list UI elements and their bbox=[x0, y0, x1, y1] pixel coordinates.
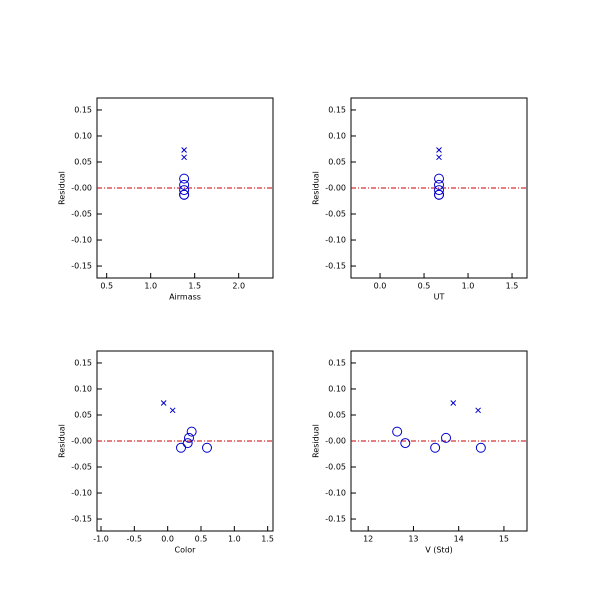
point bbox=[441, 432, 452, 443]
point bbox=[475, 442, 486, 453]
x-axis-title: V (Std) bbox=[425, 546, 453, 555]
x-tick-label: 2.0 bbox=[232, 282, 245, 291]
x-tick-label: -0.5 bbox=[127, 535, 143, 544]
y-tick-label: -0.15 bbox=[325, 262, 346, 271]
point bbox=[179, 179, 190, 190]
point bbox=[181, 147, 187, 153]
y-tick-label: -0.00 bbox=[325, 184, 346, 193]
y-tick-label: -0.05 bbox=[71, 463, 92, 472]
y-tick-label: -0.15 bbox=[325, 515, 346, 524]
point bbox=[169, 407, 176, 414]
y-tick-label: -0.05 bbox=[71, 210, 92, 219]
y-tick-label: 0.15 bbox=[328, 105, 346, 114]
point bbox=[475, 407, 481, 414]
x-axis-title: Color bbox=[175, 546, 197, 555]
y-tick-label: -0.10 bbox=[71, 489, 92, 498]
y-tick-label: 0.10 bbox=[328, 131, 346, 140]
x-tick-label: 1.5 bbox=[261, 535, 274, 544]
point bbox=[202, 442, 212, 453]
x-tick-label: 1.0 bbox=[462, 282, 475, 291]
point bbox=[186, 426, 197, 437]
y-tick-label: 0.10 bbox=[74, 131, 92, 140]
point bbox=[400, 438, 411, 449]
y-tick-label: -0.05 bbox=[325, 210, 346, 219]
x-tick-label: 0.5 bbox=[418, 282, 431, 291]
y-tick-label: 0.10 bbox=[74, 384, 92, 393]
y-tick-label: 0.10 bbox=[328, 384, 346, 393]
point bbox=[430, 442, 441, 453]
x-tick-label: 0.0 bbox=[161, 535, 174, 544]
point bbox=[436, 154, 442, 161]
y-tick-label: 0.05 bbox=[74, 410, 92, 419]
y-tick-label: -0.00 bbox=[325, 437, 346, 446]
point bbox=[181, 154, 187, 161]
y-axis-title: Residual bbox=[312, 171, 321, 205]
x-tick-label: 1.5 bbox=[188, 282, 201, 291]
x-tick-label: 15 bbox=[499, 535, 509, 544]
y-tick-label: 0.15 bbox=[74, 105, 92, 114]
point bbox=[176, 442, 186, 453]
y-tick-label: 0.05 bbox=[328, 157, 346, 166]
x-tick-label: -1.0 bbox=[93, 535, 109, 544]
y-tick-label: -0.00 bbox=[71, 437, 92, 446]
y-tick-label: -0.15 bbox=[71, 515, 92, 524]
x-tick-label: 13 bbox=[408, 535, 418, 544]
point bbox=[434, 185, 444, 196]
y-axis-title: Residual bbox=[58, 171, 67, 205]
y-tick-label: -0.05 bbox=[325, 463, 346, 472]
point bbox=[179, 173, 190, 184]
x-tick-label: 0.5 bbox=[195, 535, 208, 544]
point bbox=[434, 173, 444, 184]
x-tick-label: 1.0 bbox=[228, 535, 241, 544]
y-tick-label: -0.15 bbox=[71, 262, 92, 271]
x-tick-label: 12 bbox=[363, 535, 373, 544]
point bbox=[179, 189, 190, 200]
point bbox=[392, 426, 403, 437]
point bbox=[182, 438, 193, 449]
x-tick-label: 0.0 bbox=[374, 282, 387, 291]
point bbox=[434, 189, 444, 200]
y-tick-label: 0.05 bbox=[74, 157, 92, 166]
y-tick-label: 0.15 bbox=[328, 358, 346, 367]
point bbox=[184, 432, 194, 443]
point bbox=[436, 147, 442, 153]
y-axis-title: Residual bbox=[312, 424, 321, 458]
x-tick-label: 0.5 bbox=[100, 282, 113, 291]
point bbox=[434, 179, 444, 190]
point bbox=[179, 185, 190, 196]
y-tick-label: 0.15 bbox=[74, 358, 92, 367]
y-tick-label: 0.05 bbox=[328, 410, 346, 419]
x-axis-title: UT bbox=[434, 293, 445, 302]
x-tick-label: 14 bbox=[454, 535, 464, 544]
y-axis-title: Residual bbox=[58, 424, 67, 458]
y-tick-label: -0.00 bbox=[71, 184, 92, 193]
x-tick-label: 1.5 bbox=[506, 282, 519, 291]
x-tick-label: 1.0 bbox=[144, 282, 157, 291]
y-tick-label: -0.10 bbox=[325, 236, 346, 245]
point bbox=[160, 400, 167, 406]
point bbox=[450, 400, 457, 406]
y-tick-label: -0.10 bbox=[71, 236, 92, 245]
y-tick-label: -0.10 bbox=[325, 489, 346, 498]
x-axis-title: Airmass bbox=[169, 293, 201, 302]
